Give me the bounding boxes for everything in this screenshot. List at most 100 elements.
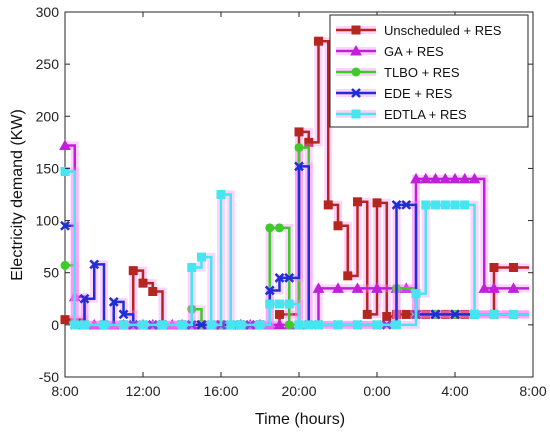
data-point xyxy=(411,289,421,299)
legend-label: TLBO + RES xyxy=(384,65,460,80)
data-point xyxy=(509,263,518,272)
data-point xyxy=(275,309,284,319)
x-tick-label: 8:00 xyxy=(51,383,78,399)
data-point xyxy=(401,200,412,210)
legend-item: TLBO + RES xyxy=(336,65,460,80)
data-point xyxy=(60,260,70,270)
legend-item: EDTLA + RES xyxy=(336,107,467,122)
data-point xyxy=(488,282,500,293)
data-point xyxy=(421,200,431,210)
data-point xyxy=(431,200,440,210)
data-point xyxy=(60,315,70,325)
data-point xyxy=(489,263,499,272)
data-point xyxy=(138,320,148,330)
data-point xyxy=(294,143,304,153)
data-point xyxy=(294,320,304,330)
data-point xyxy=(450,200,460,210)
data-point xyxy=(382,312,392,322)
data-point xyxy=(333,320,343,330)
data-point xyxy=(430,309,441,320)
x-tick-label: 16:00 xyxy=(203,383,238,399)
data-point xyxy=(343,271,353,281)
data-point xyxy=(119,320,128,330)
data-point xyxy=(197,252,206,262)
data-point xyxy=(314,320,323,330)
data-point xyxy=(59,139,71,150)
data-point xyxy=(236,320,245,330)
data-point xyxy=(410,172,422,184)
x-tick-label: 8:00 xyxy=(519,383,546,399)
y-tick-label: 250 xyxy=(36,56,60,72)
data-point xyxy=(60,220,70,231)
data-point xyxy=(294,161,304,172)
x-tick-label: 12:00 xyxy=(125,383,160,399)
data-point xyxy=(226,320,236,330)
data-point xyxy=(265,299,275,309)
data-point xyxy=(478,282,491,293)
data-point xyxy=(353,320,362,330)
data-point xyxy=(351,109,361,119)
legend-item: Unscheduled + RES xyxy=(336,23,502,38)
data-point xyxy=(273,318,286,330)
data-point xyxy=(99,320,109,330)
data-point xyxy=(449,172,461,184)
data-point xyxy=(196,319,207,330)
data-point xyxy=(206,320,216,330)
y-tick-label: -50 xyxy=(39,369,59,385)
data-point xyxy=(187,263,197,272)
data-point xyxy=(177,320,187,330)
y-tick-label: 0 xyxy=(51,317,59,333)
data-point xyxy=(284,299,294,309)
data-point xyxy=(391,200,402,210)
legend-label: Unscheduled + RES xyxy=(384,23,502,38)
data-point xyxy=(351,282,364,293)
data-point xyxy=(350,44,362,56)
data-point xyxy=(458,172,471,184)
data-point xyxy=(79,293,90,304)
legend-label: EDTLA + RES xyxy=(384,107,467,122)
series-line xyxy=(65,170,530,327)
legend-label: EDE + RES xyxy=(384,86,453,101)
series-layer xyxy=(59,36,530,330)
data-point xyxy=(70,320,80,330)
y-tick-label: 300 xyxy=(36,4,60,20)
data-point xyxy=(148,286,158,296)
x-tick-label: 4:00 xyxy=(441,383,468,399)
legend-label: GA + RES xyxy=(384,44,444,59)
data-point xyxy=(255,320,265,330)
data-point xyxy=(468,172,481,184)
data-point xyxy=(333,221,343,231)
data-point xyxy=(371,282,383,293)
legend-item: GA + RES xyxy=(336,44,444,59)
data-point xyxy=(450,309,460,320)
ticks: 8:00 12:00 16:00 20:00 0:00 4:00 8:00-50050100… xyxy=(36,4,547,399)
y-tick-label: 50 xyxy=(43,265,59,281)
data-point xyxy=(392,320,401,330)
y-tick-label: 200 xyxy=(36,108,60,124)
y-axis-title: Electricity demand (KW) xyxy=(9,109,26,281)
x-axis-title: Time (hours) xyxy=(255,411,345,428)
y-tick-label: 150 xyxy=(36,160,60,176)
data-point xyxy=(294,127,304,137)
legend: Unscheduled + RES GA + RES TLBO + RES EDE +… xyxy=(329,14,529,128)
x-tick-label: 0:00 xyxy=(363,383,390,399)
data-point xyxy=(89,259,100,270)
data-point xyxy=(275,223,284,233)
data-point xyxy=(460,200,470,210)
data-point xyxy=(372,320,382,330)
data-point xyxy=(489,309,499,319)
data-point xyxy=(275,299,284,309)
data-point xyxy=(314,36,323,46)
data-point xyxy=(507,282,520,293)
data-point xyxy=(362,309,372,319)
legend-item: EDE + RES xyxy=(336,86,453,101)
data-point xyxy=(108,297,119,307)
x-tick-label: 20:00 xyxy=(281,383,316,399)
data-point xyxy=(401,309,411,319)
data-point xyxy=(216,190,226,199)
series-4 xyxy=(60,167,530,330)
data-point xyxy=(265,223,275,233)
data-point xyxy=(351,88,361,98)
